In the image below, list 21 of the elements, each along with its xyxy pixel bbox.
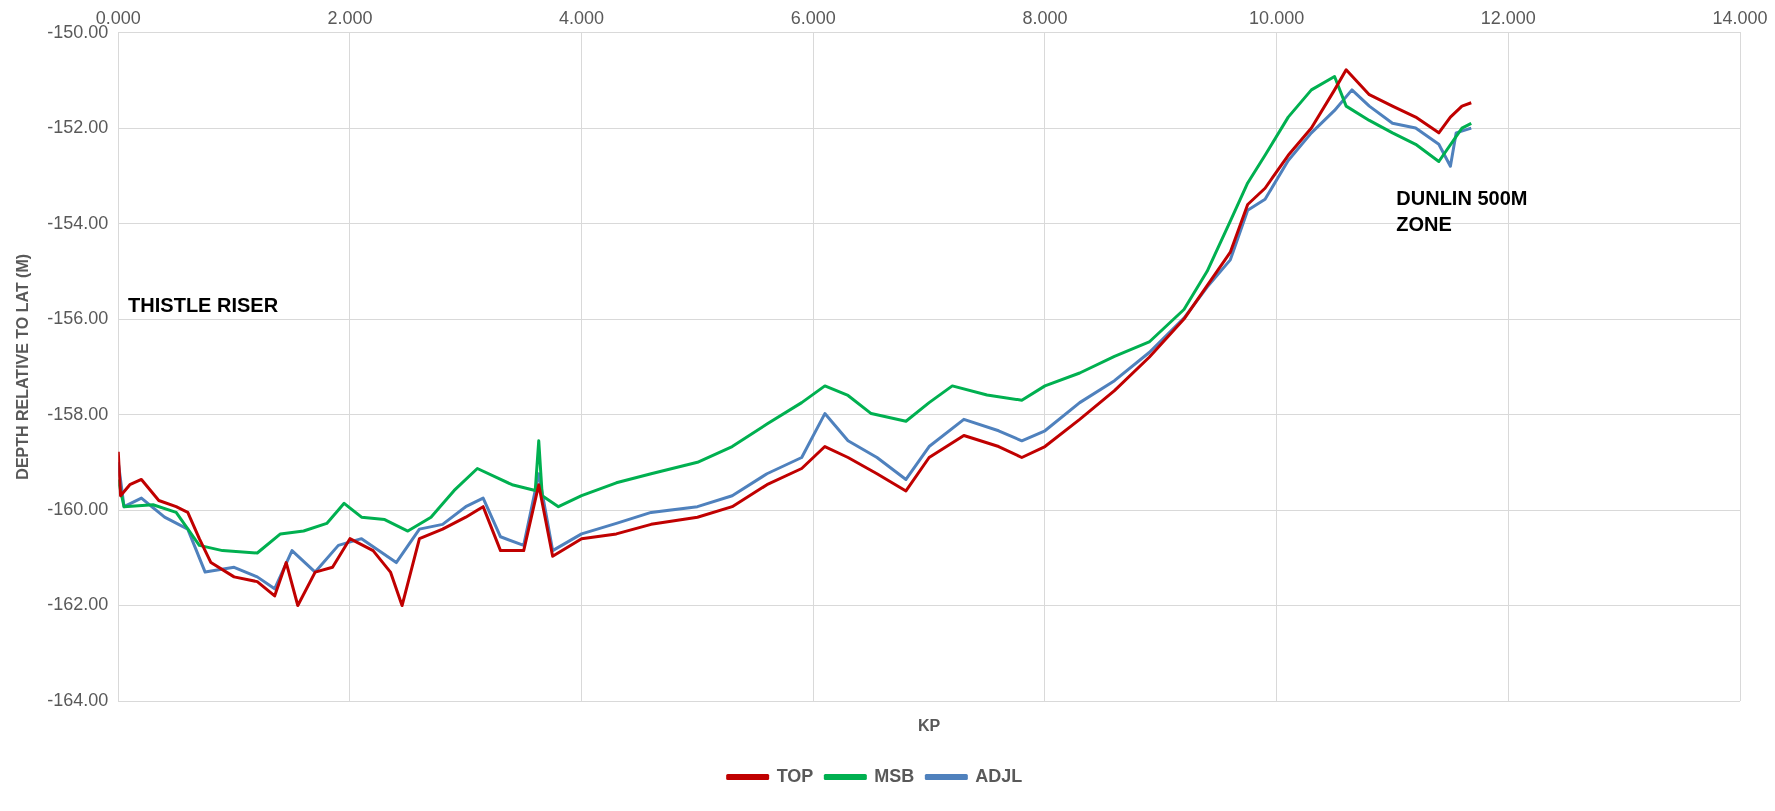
legend-label: MSB (874, 765, 915, 786)
x-tick-label: 6.000 (790, 7, 836, 28)
legend-label: ADJL (975, 765, 1023, 786)
x-tick-label: 12.000 (1480, 7, 1536, 28)
x-axis-title: KP (918, 717, 941, 735)
y-tick-label: -152.00 (47, 117, 109, 138)
annotation: THISTLE RISER (128, 294, 279, 317)
y-tick-label: -158.00 (47, 403, 109, 424)
legend-label: TOP (776, 765, 814, 786)
y-tick-label: -154.00 (47, 212, 109, 233)
annotation: DUNLIN 500M ZONE (1396, 187, 1528, 236)
x-tick-label: 14.000 (1712, 7, 1768, 28)
y-tick-label: -164.00 (47, 689, 109, 710)
y-tick-label: -162.00 (47, 594, 109, 615)
x-tick-label: 10.000 (1249, 7, 1305, 28)
y-axis-title: DEPTH RELATIVE TO LAT (M) (14, 253, 32, 480)
x-tick-label: 2.000 (327, 7, 373, 28)
y-tick-label: -156.00 (47, 308, 109, 329)
y-tick-label: -160.00 (47, 499, 109, 519)
x-tick-label: 8.000 (1022, 7, 1068, 28)
x-tick-label: 4.000 (559, 7, 605, 28)
